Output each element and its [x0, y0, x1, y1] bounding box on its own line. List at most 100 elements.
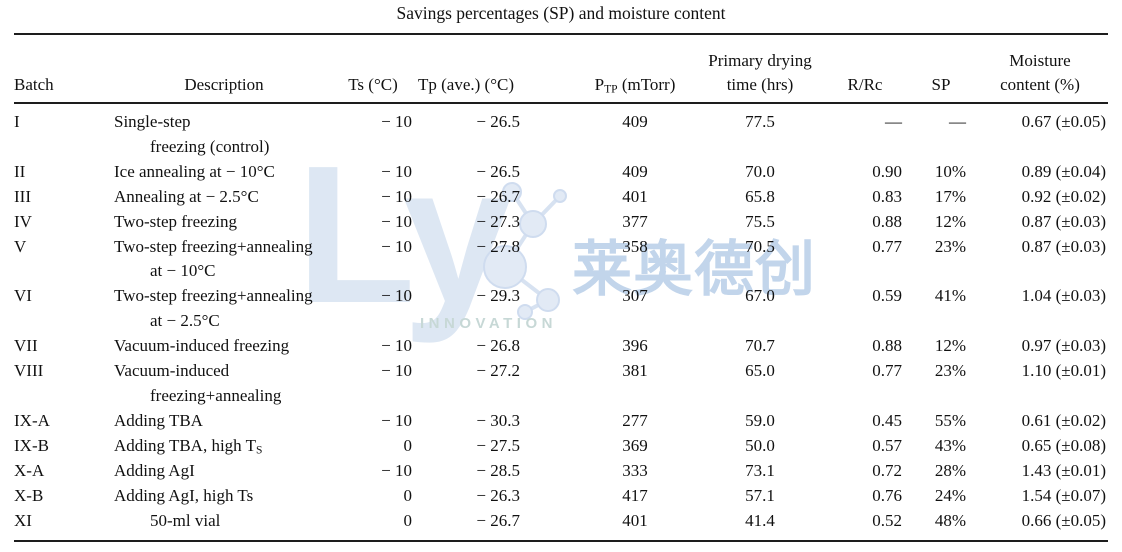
cell-tp: − 28.5 — [476, 460, 520, 480]
cell-tp: − 27.5 — [476, 435, 520, 455]
cell-time: 65.0 — [745, 361, 775, 381]
col-header-ts: Ts (°C) — [334, 34, 412, 104]
cell-desc: Annealing at − 2.5°C — [114, 186, 259, 206]
cell-rrc: 0.72 — [872, 460, 902, 480]
cell-rrc: 0.77 — [872, 361, 902, 381]
cell-rrc: 0.77 — [872, 236, 902, 256]
cell-desc: Adding AgI — [114, 460, 195, 480]
cell-batch: I — [14, 112, 20, 131]
cell-batch: X-A — [14, 460, 45, 480]
cell-batch: IX-A — [14, 410, 50, 430]
cell-rrc: 0.88 — [872, 336, 902, 356]
table-row: X-B Adding AgI, high Ts 0 − 26.3 417 57.1 0.76… — [14, 484, 1108, 509]
cell-tp: − 26.5 — [476, 161, 520, 181]
cell-time: 57.1 — [745, 485, 775, 505]
cell-tp: − 27.8 — [476, 236, 520, 256]
table-title: Savings percentages (SP) and moisture co… — [396, 3, 726, 23]
cell-moisture: 0.87 (±0.03) — [1021, 211, 1106, 231]
cell-rrc: 0.57 — [872, 435, 902, 455]
cell-sp: 41% — [934, 286, 966, 306]
cell-time: 65.8 — [745, 186, 775, 206]
cell-time: 67.0 — [745, 286, 775, 306]
cell-ts: − 10 — [381, 236, 412, 256]
cell-moisture: 0.92 (±0.02) — [1021, 186, 1106, 206]
cell-rrc: 0.83 — [872, 186, 902, 206]
cell-tp: − 26.5 — [476, 112, 520, 131]
cell-tp: − 26.3 — [476, 485, 520, 505]
cell-ts: 0 — [403, 435, 413, 455]
cell-time: 70.7 — [745, 336, 775, 356]
cell-moisture: 0.97 (±0.03) — [1021, 336, 1106, 356]
table-row: IX-A Adding TBA − 10 − 30.3 277 59.0 0.45 55% 0.… — [14, 409, 1108, 434]
cell-desc: Two-step freezing+annealing at − 2.5°C — [114, 286, 313, 331]
cell-moisture: 0.61 (±0.02) — [1021, 410, 1106, 430]
table-row: III Annealing at − 2.5°C − 10 − 26.7 401 65.8… — [14, 185, 1108, 210]
cell-time: 77.5 — [745, 112, 775, 131]
col-header-drying-time: Primary drying time (hrs) — [700, 34, 820, 104]
cell-ptp: 307 — [622, 286, 648, 306]
cell-batch: XI — [14, 508, 114, 543]
cell-ts: − 10 — [381, 361, 412, 381]
cell-ptp: 358 — [622, 236, 648, 256]
cell-ts: − 10 — [381, 460, 412, 480]
cell-time: 75.5 — [745, 211, 775, 231]
cell-sp: 12% — [934, 336, 966, 356]
cell-moisture: 0.65 (±0.08) — [1021, 435, 1106, 455]
cell-tp: − 27.3 — [476, 211, 520, 231]
cell-sp: — — [949, 112, 966, 131]
cell-batch: X-B — [14, 485, 44, 505]
cell-desc: Vacuum-induced freezing — [114, 336, 290, 356]
cell-time: 59.0 — [745, 410, 775, 430]
cell-desc: Vacuum-induced freezing+annealing — [114, 361, 282, 405]
cell-sp: 24% — [934, 485, 966, 505]
col-header-batch: Batch — [14, 34, 114, 104]
cell-desc: Single-step freezing (control) — [114, 112, 270, 156]
cell-tp: − 26.8 — [476, 336, 520, 356]
cell-tp: − 26.7 — [476, 186, 520, 206]
cell-desc: Two-step freezing — [114, 211, 237, 231]
table-row: II Ice annealing at − 10°C − 10 − 26.5 409 70… — [14, 160, 1108, 185]
cell-tp: − 30.3 — [476, 410, 520, 430]
cell-ts: − 10 — [381, 161, 412, 181]
cell-ts: − 10 — [381, 286, 412, 306]
cell-moisture: 1.54 (±0.07) — [1021, 485, 1106, 505]
cell-ts: − 10 — [381, 336, 412, 356]
cell-moisture: 0.89 (±0.04) — [1021, 161, 1106, 181]
cell-sp: 43% — [934, 435, 966, 455]
cell-ts: − 10 — [381, 410, 412, 430]
cell-moisture: 1.43 (±0.01) — [1021, 460, 1106, 480]
cell-ts: − 10 — [381, 186, 412, 206]
table-row: I Single-step freezing (control) − 10 − 26.5… — [14, 103, 1108, 160]
cell-rrc: 0.52 — [820, 508, 910, 543]
cell-ts: 0 — [334, 508, 412, 543]
cell-moisture: 0.87 (±0.03) — [1021, 236, 1106, 256]
cell-ts: − 10 — [381, 211, 412, 231]
cell-sp: 23% — [934, 236, 966, 256]
cell-batch: VII — [14, 336, 38, 356]
cell-ptp: 381 — [622, 361, 648, 381]
data-table: Batch Description Ts (°C) Tp (ave.) (°C) PTP… — [14, 33, 1108, 543]
cell-batch: II — [14, 161, 26, 181]
col-header-description: Description — [114, 34, 334, 104]
col-header-moisture: Moisture content (%) — [972, 34, 1108, 104]
table-row: IX-B Adding TBA, high TS 0 − 27.5 369 50.0 0.5… — [14, 434, 1108, 459]
cell-time: 70.0 — [745, 161, 775, 181]
cell-sp: 48% — [910, 508, 972, 543]
cell-rrc: — — [885, 112, 902, 131]
cell-ptp: 417 — [622, 485, 648, 505]
cell-sp: 17% — [934, 186, 966, 206]
cell-desc: 50-ml vial — [114, 508, 334, 543]
cell-ptp: 401 — [520, 508, 700, 543]
cell-tp: − 27.2 — [476, 361, 520, 381]
table-row: VIII Vacuum-induced freezing+annealing − 10… — [14, 359, 1108, 409]
cell-tp: − 29.3 — [476, 286, 520, 306]
cell-desc: Two-step freezing+annealing at − 10°C — [114, 236, 313, 281]
col-header-tp: Tp (ave.) (°C) — [412, 34, 520, 104]
cell-moisture: 1.04 (±0.03) — [1021, 286, 1106, 306]
cell-batch: IX-B — [14, 435, 49, 455]
table-row: X-A Adding AgI − 10 − 28.5 333 73.1 0.72 28% 1.4… — [14, 459, 1108, 484]
cell-ptp: 369 — [622, 435, 648, 455]
cell-time: 73.1 — [745, 460, 775, 480]
cell-time: 41.4 — [700, 508, 820, 543]
